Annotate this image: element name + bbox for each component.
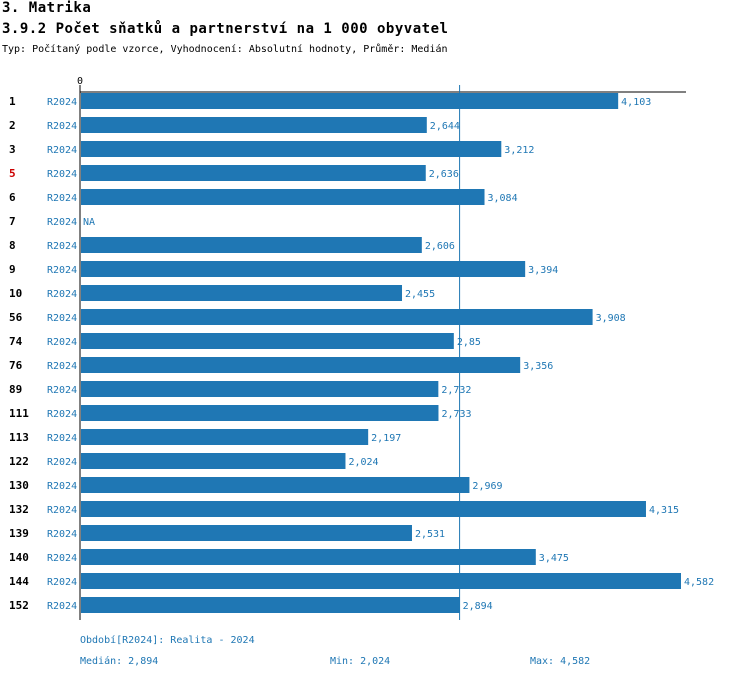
series-label: R2024	[47, 529, 77, 540]
row-id-label: 76	[9, 359, 23, 372]
series-label: R2024	[47, 577, 77, 588]
bar-value-label: 2,969	[472, 481, 502, 492]
bar	[81, 525, 412, 541]
series-label: R2024	[47, 241, 77, 252]
row-id-label: 6	[9, 191, 16, 204]
series-label: R2024	[47, 481, 77, 492]
bar-value-label: 2,197	[371, 433, 401, 444]
series-label: R2024	[47, 97, 77, 108]
bar-value-label: 2,455	[405, 289, 435, 300]
bar	[81, 501, 646, 517]
row-id-label: 2	[9, 119, 16, 132]
bar	[81, 117, 427, 133]
bar	[81, 597, 460, 613]
bar	[81, 453, 346, 469]
bar-value-label: NA	[83, 217, 95, 228]
row-id-label: 89	[9, 383, 22, 396]
series-label: R2024	[47, 145, 77, 156]
row-id-label: 10	[9, 287, 22, 300]
series-label: R2024	[47, 337, 77, 348]
bar	[81, 573, 681, 589]
row-id-label: 3	[9, 143, 16, 156]
bar-value-label: 4,103	[621, 97, 651, 108]
row-id-label: 8	[9, 239, 16, 252]
row-id-label: 144	[9, 575, 29, 588]
series-label: R2024	[47, 505, 77, 516]
series-label: R2024	[47, 313, 77, 324]
bar-value-label: 3,475	[539, 553, 569, 564]
series-label: R2024	[47, 217, 77, 228]
bar	[81, 549, 536, 565]
row-id-label: 152	[9, 599, 29, 612]
series-label: R2024	[47, 361, 77, 372]
bar-value-label: 2,024	[348, 457, 378, 468]
bar	[81, 333, 454, 349]
bar-value-label: 4,315	[649, 505, 679, 516]
bar-value-label: 2,732	[441, 385, 471, 396]
series-label: R2024	[47, 385, 77, 396]
bar	[81, 357, 521, 373]
row-id-label: 122	[9, 455, 29, 468]
row-id-label: 74	[9, 335, 23, 348]
series-label: R2024	[47, 193, 77, 204]
bar	[81, 141, 502, 157]
row-id-label: 7	[9, 215, 16, 228]
bar-value-label: 3,084	[488, 193, 518, 204]
series-label: R2024	[47, 433, 77, 444]
bar	[81, 309, 593, 325]
bar-value-label: 2,85	[457, 337, 481, 348]
row-id-label: 9	[9, 263, 16, 276]
bar	[81, 429, 369, 445]
row-id-label: 140	[9, 551, 29, 564]
bar-value-label: 3,394	[528, 265, 558, 276]
bar-value-label: 2,636	[429, 169, 459, 180]
row-id-label: 111	[9, 407, 29, 420]
footer-period: Období[R2024]: Realita - 2024	[80, 635, 255, 646]
bar	[81, 381, 439, 397]
series-label: R2024	[47, 409, 77, 420]
row-id-label: 56	[9, 311, 23, 324]
row-id-label: 113	[9, 431, 29, 444]
row-id-label: 132	[9, 503, 29, 516]
series-label: R2024	[47, 601, 77, 612]
series-label: R2024	[47, 553, 77, 564]
bar	[81, 237, 422, 253]
bar-value-label: 2,531	[415, 529, 445, 540]
bar-value-label: 2,606	[425, 241, 455, 252]
bar	[81, 165, 426, 181]
bar	[81, 189, 485, 205]
chart-title: 3.9.2 Počet sňatků a partnerství na 1 00…	[2, 21, 449, 37]
bar-value-label: 3,212	[504, 145, 534, 156]
series-label: R2024	[47, 169, 77, 180]
footer-max: Max: 4,582	[530, 656, 591, 667]
bar	[81, 261, 526, 277]
row-id-label: 130	[9, 479, 29, 492]
bar	[81, 93, 619, 109]
bar-value-label: 4,582	[684, 577, 714, 588]
series-label: R2024	[47, 289, 77, 300]
bar	[81, 285, 403, 301]
bar-value-label: 2,644	[430, 121, 460, 132]
x-tick-label: 0	[77, 76, 83, 87]
bar-value-label: 3,908	[596, 313, 626, 324]
chart-subtitle: Typ: Počítaný podle vzorce, Vyhodnocení:…	[2, 44, 448, 55]
series-label: R2024	[47, 265, 77, 276]
series-label: R2024	[47, 457, 77, 468]
bar-value-label: 2,733	[441, 409, 471, 420]
bar-value-label: 2,894	[463, 601, 493, 612]
section-title: 3. Matrika	[2, 0, 92, 16]
bar-value-label: 3,356	[523, 361, 553, 372]
row-id-label: 5	[9, 167, 16, 180]
footer-min: Min: 2,024	[330, 656, 391, 667]
row-id-label: 1	[9, 95, 16, 108]
bar	[81, 405, 439, 421]
bar	[81, 477, 470, 493]
row-id-label: 139	[9, 527, 29, 540]
footer-median: Medián: 2,894	[80, 656, 159, 667]
series-label: R2024	[47, 121, 77, 132]
